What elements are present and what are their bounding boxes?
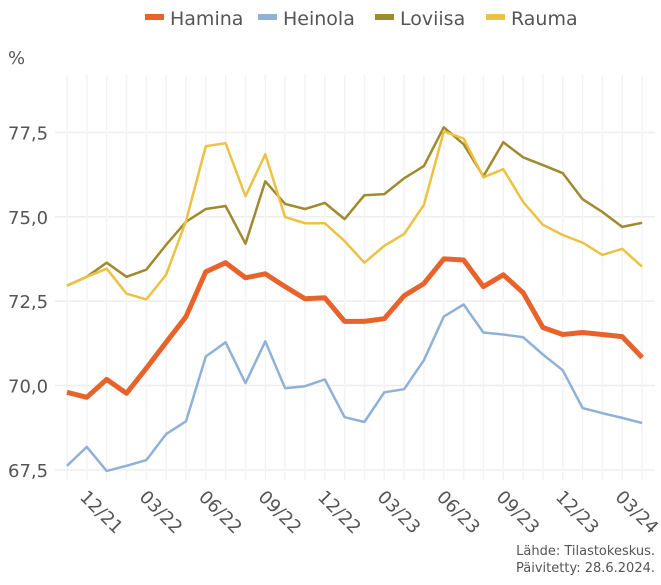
x-tick-label: 09/22: [254, 487, 306, 539]
updated: Päivitetty: 28.6.2024.: [516, 561, 655, 576]
legend-swatch: [486, 14, 505, 20]
y-tick-label: 72,5: [8, 292, 48, 313]
legend-swatch: [375, 14, 394, 20]
x-tick-label: 03/24: [611, 487, 661, 539]
y-tick-label: 70,0: [8, 377, 48, 398]
line-hamina: [66, 256, 644, 400]
legend-label: Loviisa: [400, 8, 465, 30]
legend-label: Heinola: [283, 8, 355, 30]
x-tick-label: 09/23: [492, 487, 544, 539]
x-tick-label: 03/22: [135, 487, 187, 539]
y-tick-label: 67,5: [8, 461, 48, 482]
y-tick-label: 75,0: [8, 208, 48, 229]
line-loviisa: [66, 126, 643, 287]
line-rauma: [66, 130, 643, 301]
x-tick-label: 06/23: [432, 487, 484, 539]
source: Lähde: Tilastokeskus.: [516, 544, 655, 559]
legend-swatch: [258, 14, 277, 20]
legend-label: Hamina: [170, 8, 243, 30]
x-tick-label: 03/23: [373, 487, 425, 539]
legend-label: Rauma: [511, 8, 578, 30]
x-tick-label: 12/23: [551, 487, 603, 539]
y-tick-label: 77,5: [8, 123, 48, 144]
x-tick-label: 12/21: [75, 487, 127, 539]
y-axis-label: %: [8, 48, 25, 69]
line-heinola: [66, 303, 643, 473]
legend-swatch: [145, 14, 164, 20]
x-tick-label: 06/22: [194, 487, 246, 539]
x-tick-label: 12/22: [313, 487, 365, 539]
